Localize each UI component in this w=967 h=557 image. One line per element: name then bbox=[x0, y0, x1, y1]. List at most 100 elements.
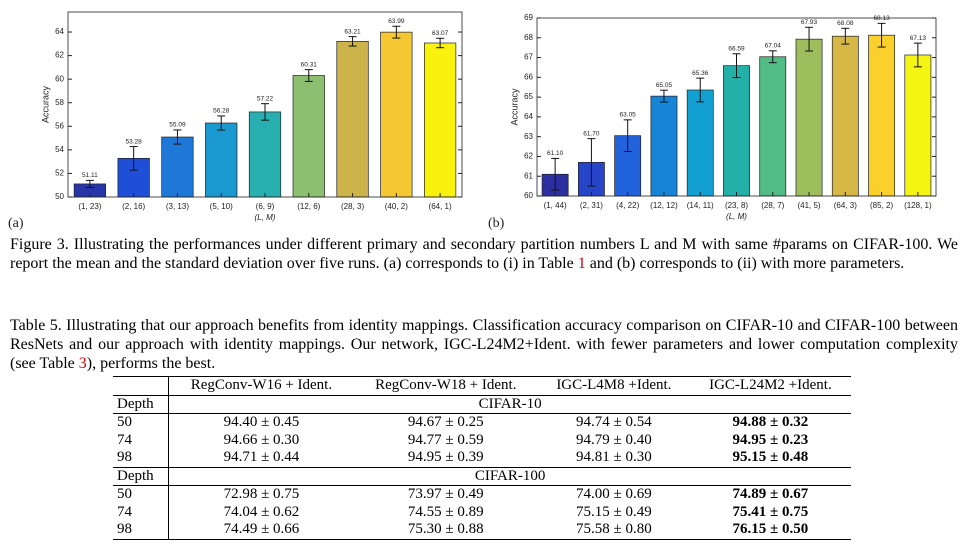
y-tick-label: 58 bbox=[55, 98, 64, 107]
accuracy-cell: 94.66 ± 0.30 bbox=[223, 431, 300, 448]
accuracy-cell: 74.49 ± 0.66 bbox=[168, 521, 354, 540]
x-tick-label: (2, 16) bbox=[122, 202, 145, 211]
value-label: 63.99 bbox=[388, 18, 405, 25]
accuracy-cell: 72.98 ± 0.75 bbox=[168, 485, 354, 504]
plot-frame bbox=[536, 17, 937, 197]
y-axis-label: Accuracy bbox=[40, 85, 50, 123]
x-tick-label: (28, 7) bbox=[761, 201, 784, 210]
y-tick-label: 68 bbox=[524, 33, 533, 42]
accuracy-cell: 73.97 ± 0.49 bbox=[353, 485, 538, 504]
header-cell: RegConv-W16 + Ident. bbox=[168, 376, 354, 395]
accuracy-cell: 74.04 ± 0.62 bbox=[223, 503, 300, 520]
value-label: 57.22 bbox=[257, 95, 274, 102]
caption-text: Table 5. Illustrating that our approach … bbox=[10, 317, 958, 372]
bar bbox=[650, 95, 678, 197]
bar bbox=[904, 54, 932, 197]
accuracy-cell: 75.41 ± 0.75 bbox=[732, 503, 809, 520]
y-tick-label: 60 bbox=[524, 191, 533, 200]
y-tick-label: 67 bbox=[524, 53, 533, 62]
accuracy-cell: 75.30 ± 0.88 bbox=[353, 521, 538, 540]
header-cell: RegConv-W18 + Ident. bbox=[353, 376, 538, 395]
y-tick-label: 54 bbox=[55, 145, 64, 154]
figure-caption: Figure 3. Illustrating the performances … bbox=[10, 235, 958, 273]
header-cell bbox=[113, 376, 170, 395]
bar bbox=[205, 122, 238, 198]
table-row: 98 74.49 ± 0.66 75.30 ± 0.88 75.58 ± 0.80 76… bbox=[113, 521, 851, 540]
accuracy-cell: 75.58 ± 0.80 bbox=[537, 521, 690, 540]
table-ref: 3 bbox=[78, 355, 87, 372]
bar bbox=[248, 111, 282, 198]
depth-label: Depth bbox=[113, 466, 170, 486]
caption-text: Figure 3. Illustrating the performances … bbox=[10, 236, 958, 272]
y-tick-label: 64 bbox=[524, 112, 533, 121]
accuracy-cell: 94.40 ± 0.45 bbox=[168, 413, 354, 432]
bar bbox=[424, 42, 457, 198]
value-label: 53.28 bbox=[126, 138, 143, 145]
x-tick-label: (64, 1) bbox=[429, 202, 452, 211]
y-tick-label: 63 bbox=[524, 132, 533, 141]
accuracy-cell: 94.67 ± 0.25 bbox=[353, 413, 538, 432]
y-tick-label: 52 bbox=[55, 169, 64, 178]
accuracy-cell: 94.71 ± 0.44 bbox=[223, 449, 300, 465]
accuracy-cell: 75.15 ± 0.49 bbox=[576, 503, 652, 520]
value-label: 66.59 bbox=[728, 46, 745, 53]
x-tick-label: (128, 1) bbox=[904, 201, 932, 210]
value-label: 65.36 bbox=[692, 70, 709, 77]
value-label: 56.28 bbox=[213, 108, 230, 115]
x-tick-label: (28, 3) bbox=[341, 202, 364, 211]
value-label: 63.21 bbox=[344, 28, 361, 35]
y-tick-label: 66 bbox=[524, 72, 533, 81]
figure: 50 52 54 56 58 60 62 64 51.11 (1, 23) 53.28 (2, 16)… bbox=[8, 11, 937, 231]
header-cell: IGC-L4M8 +Ident. bbox=[537, 376, 690, 395]
y-tick-label: 62 bbox=[524, 152, 533, 161]
value-label: 67.13 bbox=[910, 35, 927, 42]
accuracy-cell: 74.89 ± 0.67 bbox=[689, 485, 851, 504]
accuracy-cell: 94.95 ± 0.39 bbox=[407, 449, 484, 465]
x-axis-label: (L, M) bbox=[726, 212, 747, 221]
bar bbox=[292, 75, 325, 198]
bar bbox=[336, 40, 369, 198]
bar bbox=[161, 136, 194, 198]
depth-label: Depth bbox=[113, 394, 170, 414]
caption-text: and (b) corresponds to (ii) with more pa… bbox=[585, 255, 905, 272]
panel-label: (a) bbox=[8, 216, 24, 231]
depth-cell: 98 bbox=[113, 521, 170, 540]
value-label: 63.05 bbox=[620, 112, 637, 119]
caption-text: ), performs the best. bbox=[86, 355, 216, 372]
x-tick-label: (40, 2) bbox=[385, 202, 408, 211]
y-tick-label: 61 bbox=[524, 171, 533, 180]
table-row: 74 94.66 ± 0.30 94.77 ± 0.59 94.79 ± 0.40 94… bbox=[113, 431, 851, 449]
depth-cell: 50 bbox=[113, 413, 170, 432]
bar bbox=[868, 34, 895, 197]
x-tick-label: (12, 6) bbox=[297, 202, 320, 211]
value-label: 67.93 bbox=[801, 19, 818, 26]
x-tick-label: (6, 9) bbox=[256, 202, 275, 211]
y-tick-label: 62 bbox=[55, 51, 64, 60]
accuracy-cell: 74.00 ± 0.69 bbox=[537, 485, 690, 504]
y-tick-label: 56 bbox=[55, 121, 64, 130]
value-label: 55.09 bbox=[169, 122, 186, 129]
depth-cell: 74 bbox=[113, 503, 170, 521]
accuracy-cell: 95.15 ± 0.48 bbox=[732, 449, 809, 465]
x-tick-label: (1, 44) bbox=[544, 201, 567, 210]
x-tick-label: (14, 11) bbox=[687, 201, 714, 210]
y-tick-label: 69 bbox=[524, 13, 533, 22]
depth-cell: 98 bbox=[113, 449, 170, 467]
y-tick-label: 50 bbox=[55, 192, 64, 201]
accuracy-cell: 94.77 ± 0.59 bbox=[407, 431, 484, 448]
table-row: 74 74.04 ± 0.62 74.55 ± 0.89 75.15 ± 0.49 75… bbox=[113, 503, 851, 521]
x-tick-label: (12, 12) bbox=[650, 201, 678, 210]
accuracy-cell: 94.74 ± 0.54 bbox=[537, 413, 690, 432]
table-caption: Table 5. Illustrating that our approach … bbox=[10, 316, 958, 373]
bar bbox=[795, 38, 823, 197]
accuracy-cell: 94.81 ± 0.30 bbox=[576, 449, 652, 465]
bar bbox=[759, 56, 787, 197]
depth-cell: 50 bbox=[113, 485, 170, 504]
y-tick-label: 60 bbox=[55, 74, 64, 83]
results-table: RegConv-W16 + Ident. RegConv-W18 + Ident.… bbox=[113, 376, 851, 540]
x-tick-label: (5, 10) bbox=[210, 202, 233, 211]
value-label: 67.04 bbox=[765, 43, 782, 50]
accuracy-cell: 76.15 ± 0.50 bbox=[689, 521, 851, 540]
table-row: 50 72.98 ± 0.75 73.97 ± 0.49 74.00 ± 0.69 74… bbox=[113, 485, 851, 504]
